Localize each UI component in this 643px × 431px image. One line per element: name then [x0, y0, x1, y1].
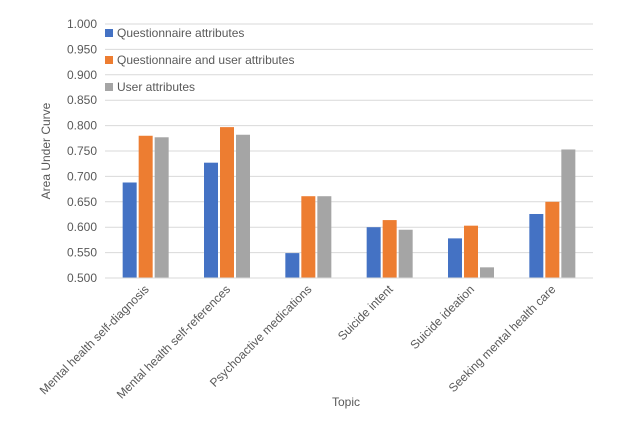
bar [317, 196, 332, 278]
bar [561, 149, 576, 278]
bar [285, 253, 300, 278]
y-axis-ticks: 0.500 0.550 0.600 0.650 0.700 0.750 0.800 0.850… [67, 17, 97, 285]
legend-label: Questionnaire attributes [117, 26, 244, 40]
legend-swatch [105, 29, 113, 37]
x-axis-title: Topic [332, 395, 360, 409]
legend-swatch [105, 83, 113, 91]
bar [138, 135, 153, 278]
y-tick-label: 0.500 [67, 271, 97, 285]
bar [366, 227, 381, 278]
bar [545, 201, 560, 278]
y-tick-label: 0.850 [67, 93, 97, 107]
x-tick-label: Suicide ideation [407, 282, 477, 352]
bar [398, 229, 413, 278]
y-tick-label: 0.550 [67, 246, 97, 260]
y-tick-label: 0.950 [67, 42, 97, 56]
bar [464, 225, 478, 278]
y-tick-label: 0.600 [67, 220, 97, 234]
legend-label: User attributes [117, 80, 195, 94]
bars [122, 127, 576, 279]
y-tick-label: 0.750 [67, 144, 97, 158]
y-tick-label: 0.650 [67, 195, 97, 209]
bar [529, 213, 544, 278]
bar [122, 182, 137, 278]
y-axis-title: Area Under Curve [39, 102, 53, 199]
legend-label: Questionnaire and user attributes [117, 53, 294, 67]
bar [480, 267, 494, 278]
bar [236, 134, 250, 278]
y-tick-label: 0.800 [67, 119, 97, 133]
y-tick-label: 1.000 [67, 17, 97, 31]
bar [220, 127, 234, 279]
bar [301, 196, 316, 278]
x-tick-label: Suicide intent [335, 282, 396, 343]
bar [154, 137, 169, 278]
y-tick-label: 0.900 [67, 68, 97, 82]
y-tick-label: 0.700 [67, 169, 97, 183]
bar [204, 162, 218, 278]
bar [448, 238, 462, 278]
gridlines [105, 23, 593, 254]
legend: Questionnaire attributes Questionnaire an… [105, 26, 294, 94]
legend-swatch [105, 56, 113, 64]
bar [382, 220, 397, 278]
